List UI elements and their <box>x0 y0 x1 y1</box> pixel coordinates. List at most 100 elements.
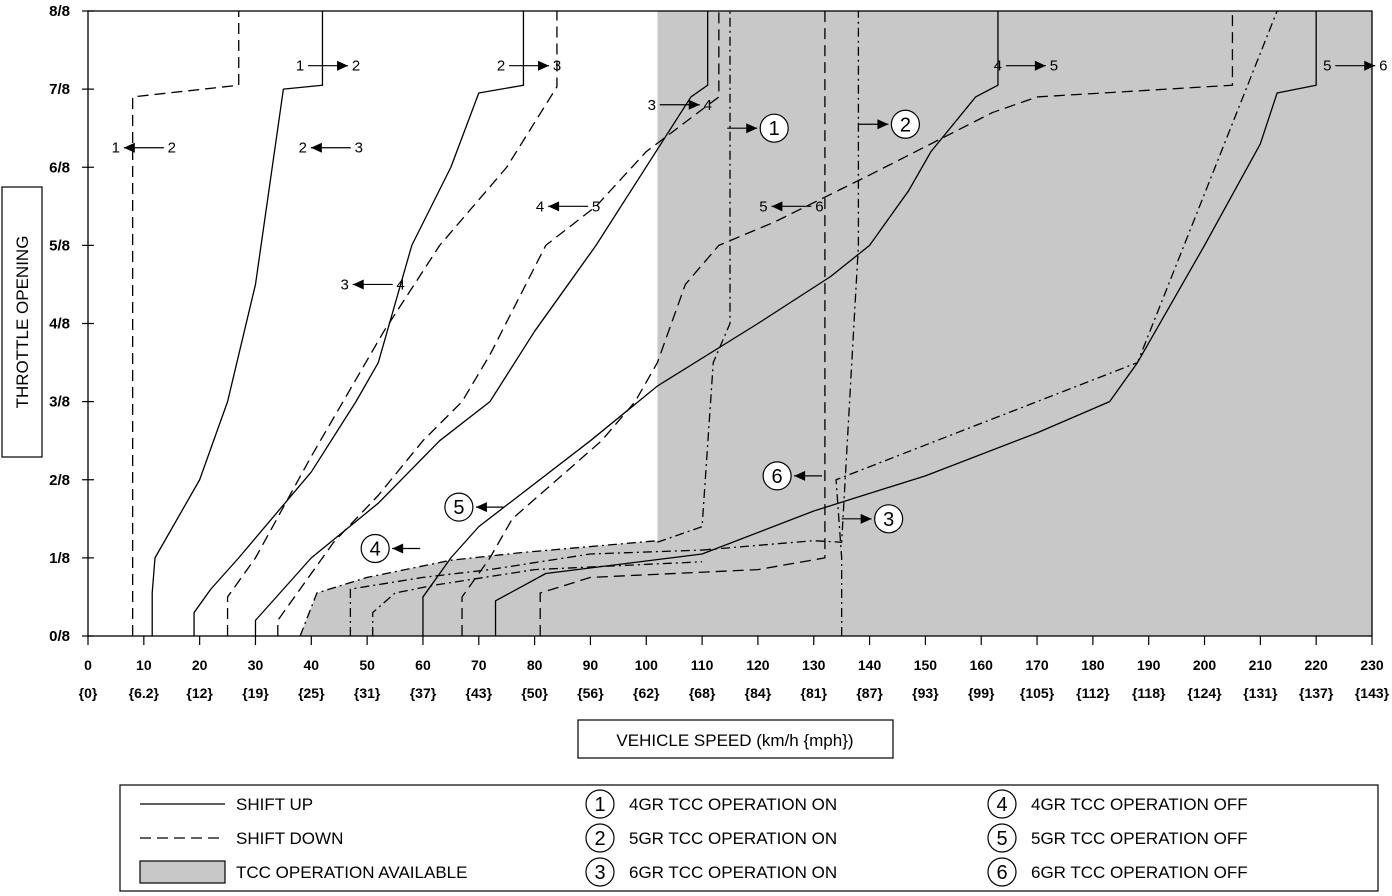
legend-tcc-label: 6GR TCC OPERATION ON <box>629 863 837 882</box>
arrow-head <box>1364 60 1376 71</box>
y-tick-label: 8/8 <box>49 3 70 20</box>
arrow-head <box>548 201 560 212</box>
arrow-head <box>337 60 349 71</box>
arrow-head <box>310 142 322 153</box>
tcc-marker-circle <box>360 533 390 564</box>
y-axis-title: THROTTLE OPENING <box>13 236 32 409</box>
legend-tcc-number: 5 <box>996 828 1007 850</box>
x-tick-label: 90 <box>583 657 599 673</box>
shift-arrow-right <box>659 99 700 110</box>
shift-annotation-from: 5 <box>1323 58 1331 75</box>
legend-tcc-item-6: 6 6GR TCC OPERATION OFF <box>987 857 1248 887</box>
tcc-marker-circle <box>762 461 792 491</box>
x-tick-mph-label: {37} <box>410 685 437 701</box>
tcc-marker-circle <box>444 492 474 522</box>
legend-item-fill: TCC OPERATION AVAILABLE <box>139 860 467 884</box>
tcc-arrow-right <box>858 119 889 130</box>
x-axis: 0 {0} 10 {6.2} 20 {12} 30 {19} 40 {25} 50 {31} 60 {37… <box>79 657 1390 701</box>
x-tick-mph-label: {112} <box>1076 685 1110 701</box>
x-tick-mph-label: {19} <box>242 685 269 701</box>
x-tick-label: 230 <box>1360 657 1384 673</box>
arrow-head <box>688 99 700 110</box>
shift-annotation-to: 2 <box>168 140 176 157</box>
x-tick-label: 140 <box>858 657 882 673</box>
series-line-tcc-6gr-on <box>835 10 1278 636</box>
series-line-2-1 <box>132 11 240 636</box>
shift-annotation-to: 5 <box>1050 58 1058 75</box>
shift-arrow-right <box>1005 60 1046 71</box>
x-tick-label: 190 <box>1137 657 1161 673</box>
y-tick-label: 3/8 <box>49 394 70 411</box>
arrow-head <box>352 279 364 290</box>
series-line-4-3 <box>277 11 720 636</box>
x-tick-label: 0 <box>84 657 92 673</box>
legend-tcc-number: 1 <box>594 794 605 816</box>
shift-arrow-right <box>308 60 349 71</box>
legend-tcc-item-4: 4 4GR TCC OPERATION OFF <box>987 789 1248 819</box>
x-axis-title: VEHICLE SPEED (km/h {mph}) <box>616 731 853 750</box>
arrow-head <box>475 502 487 513</box>
shift-arrow-right <box>509 60 550 71</box>
x-tick-label: 20 <box>192 657 208 673</box>
legend-item-solid: SHIFT UP <box>140 795 313 814</box>
legend-tcc-item-1: 1 4GR TCC OPERATION ON <box>585 789 837 819</box>
x-tick-mph-label: {56} <box>577 685 604 701</box>
x-tick-label: 210 <box>1249 657 1273 673</box>
x-tick-label: 130 <box>802 657 826 673</box>
legend-label: SHIFT DOWN <box>236 829 343 848</box>
legend-tcc-label: 6GR TCC OPERATION OFF <box>1031 863 1248 882</box>
shift-annotation-from: 1 <box>112 140 120 157</box>
legend-tcc-item-5: 5 5GR TCC OPERATION OFF <box>987 823 1248 853</box>
tcc-available-region <box>300 11 1372 636</box>
series-line-tcc-4gr-on <box>657 11 731 543</box>
shift-annotation-from: 4 <box>536 198 544 215</box>
legend-tcc-label: 5GR TCC OPERATION OFF <box>1031 829 1248 848</box>
shift-arrow-left <box>548 201 589 212</box>
arrow-head <box>860 513 872 524</box>
legend: SHIFT UP SHIFT DOWN TCC OPERATION AVAILABL… <box>119 784 1379 892</box>
legend-tcc-label: 4GR TCC OPERATION ON <box>629 795 837 814</box>
tcc-marker-circle <box>759 113 789 143</box>
legend-tcc-item-2: 2 5GR TCC OPERATION ON <box>585 823 837 853</box>
shift-annotation-from: 2 <box>497 58 505 75</box>
x-tick-mph-label: {6.2} <box>129 685 160 701</box>
series-line-3-2 <box>226 11 558 636</box>
legend-fill-swatch <box>139 860 226 884</box>
tcc-marker-number: 4 <box>370 539 381 561</box>
x-tick-mph-label: {25} <box>298 685 325 701</box>
shift-arrow-left <box>310 142 351 153</box>
tcc-marker-circle <box>890 109 921 139</box>
shift-annotation-to: 2 <box>352 58 360 75</box>
legend-label: TCC OPERATION AVAILABLE <box>236 863 467 882</box>
x-tick-mph-label: {124} <box>1187 685 1222 701</box>
tcc-marker-5: 5 <box>444 492 504 522</box>
y-tick-label: 4/8 <box>49 316 70 333</box>
series-line-6-5 <box>539 11 826 636</box>
shift-annotation-to: 3 <box>355 140 363 157</box>
y-tick-label: 5/8 <box>49 237 70 254</box>
shift-annotation-to: 6 <box>1379 58 1387 75</box>
tcc-marker-4: 4 <box>360 533 421 564</box>
x-tick-label: 180 <box>1081 657 1105 673</box>
tcc-arrow-right <box>727 123 758 134</box>
x-tick-label: 220 <box>1304 657 1328 673</box>
shift-arrow-left <box>352 279 393 290</box>
legend-tcc-number: 6 <box>996 862 1007 884</box>
arrow-head <box>746 123 758 134</box>
y-tick-label: 2/8 <box>49 472 70 489</box>
tcc-marker-circle <box>874 504 904 534</box>
shift-annotation-to: 3 <box>553 58 561 75</box>
shift-annotation-to: 5 <box>592 198 600 215</box>
shift-annotation-to: 6 <box>815 198 823 215</box>
legend-tcc-label: 4GR TCC OPERATION OFF <box>1031 795 1248 814</box>
shift-arrow-left <box>771 201 812 212</box>
tcc-marker-number: 2 <box>900 114 911 136</box>
